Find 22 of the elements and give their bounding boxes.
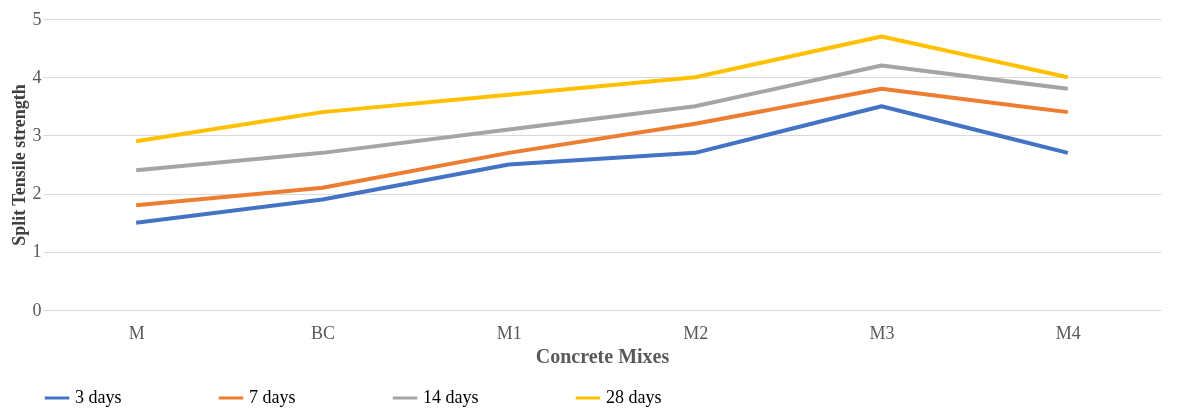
y-tick-label: 4 [32,66,42,87]
legend-label: 14 days [423,387,479,407]
y-tick-label: 2 [32,183,42,204]
y-tick-label: 3 [32,124,42,145]
line-series [134,34,1070,144]
legend-label: 28 days [606,387,662,407]
x-tick-label: M4 [1055,322,1081,343]
legend-label: 7 days [249,387,296,407]
x-axis-title: Concrete Mixes [535,344,670,367]
line-series [134,63,1070,173]
x-tick-label: M2 [683,322,709,343]
x-tick-label: M3 [869,322,895,343]
line-series [134,104,1070,225]
legend-label: 3 days [75,387,122,407]
x-tick-label: BC [310,322,336,343]
y-tick-label: 1 [32,241,42,262]
y-axis-title: Split Tensile strength [8,84,29,246]
y-tick-label: 0 [32,299,42,320]
line-series [134,86,1070,208]
x-tick-label: M1 [496,322,522,343]
x-tick-label: M [128,322,145,343]
y-tick-label: 5 [32,8,42,29]
